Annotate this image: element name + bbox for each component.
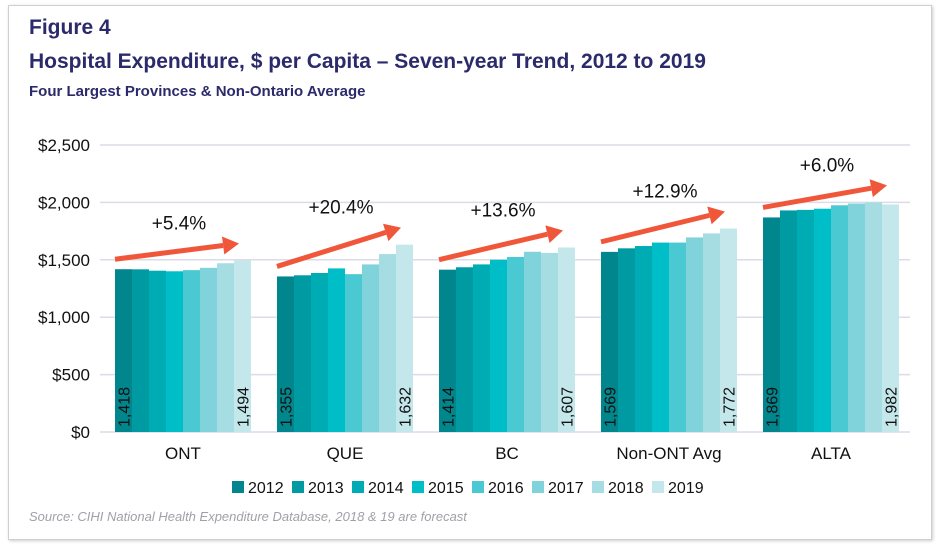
legend-swatch-2013 — [292, 481, 304, 493]
bar-2012-BC — [439, 269, 456, 432]
bar-2017-QUE — [362, 264, 379, 432]
legend-swatch-2017 — [532, 481, 544, 493]
trend-arrow — [114, 243, 224, 262]
bar-2017-BC — [524, 251, 541, 432]
y-tick-label: $2,500 — [38, 136, 90, 155]
arrow-head — [545, 225, 563, 244]
growth-annotation: +20.4% — [309, 198, 374, 219]
growth-annotation: +6.0% — [800, 155, 855, 176]
bar-2017-ONT — [200, 267, 217, 432]
x-tick-label: BC — [495, 444, 519, 463]
legend-label: 2013 — [308, 480, 344, 497]
trend-arrow — [438, 231, 548, 263]
legend-swatch-2019 — [652, 481, 664, 493]
bar-2013-ALTA — [780, 210, 797, 432]
bar-2016-BC — [507, 256, 524, 432]
data-label: 1,772 — [722, 387, 739, 427]
data-label: 1,982 — [884, 387, 901, 427]
growth-annotation: +5.4% — [152, 213, 207, 234]
bar-2016-Non-ONT Avg — [669, 242, 686, 432]
legend-swatch-2014 — [352, 481, 364, 493]
legend-swatch-2016 — [472, 481, 484, 493]
bar-2018-ONT — [217, 263, 234, 432]
x-tick-label: ONT — [165, 444, 201, 463]
legend-label: 2015 — [428, 480, 464, 497]
trend-arrow — [600, 212, 711, 245]
data-label: 1,869 — [765, 387, 782, 427]
y-tick-label: $2,000 — [38, 193, 90, 212]
bar-2019-Non-ONT Avg — [720, 228, 737, 432]
bar-2014-ONT — [149, 270, 166, 432]
bar-2013-Non-ONT Avg — [618, 248, 635, 432]
legend-label: 2016 — [488, 480, 524, 497]
growth-annotation: +13.6% — [471, 201, 536, 222]
bar-2019-ALTA — [882, 204, 899, 432]
trend-arrow — [276, 230, 387, 269]
bar-2012-QUE — [277, 276, 294, 432]
bar-2012-ONT — [115, 269, 132, 432]
arrow-head — [383, 223, 401, 242]
bar-2012-ALTA — [763, 217, 780, 432]
bar-2014-ALTA — [797, 209, 814, 432]
data-label: 1,414 — [441, 387, 458, 427]
legend-label: 2018 — [608, 480, 644, 497]
bar-2013-ONT — [132, 269, 149, 432]
bar-2014-Non-ONT Avg — [635, 246, 652, 432]
y-tick-label: $1,500 — [38, 251, 90, 270]
bar-2018-BC — [541, 252, 558, 432]
bar-2019-ONT — [234, 260, 251, 432]
y-tick-label: $0 — [71, 423, 90, 442]
bar-2019-BC — [558, 247, 575, 432]
arrow-head — [869, 179, 887, 198]
bar-2018-ALTA — [865, 202, 882, 432]
arrow-head — [707, 206, 725, 225]
x-tick-label: Non-ONT Avg — [616, 444, 721, 463]
data-label: 1,607 — [560, 387, 577, 427]
chart-title: Hospital Expenditure, $ per Capita – Sev… — [29, 50, 706, 73]
legend-label: 2014 — [368, 480, 404, 497]
growth-annotation: +12.9% — [633, 182, 698, 203]
data-label: 1,569 — [603, 387, 620, 427]
data-label: 1,355 — [279, 387, 296, 427]
bar-2016-QUE — [345, 274, 362, 432]
legend-swatch-2012 — [232, 481, 244, 493]
legend-swatch-2018 — [592, 481, 604, 493]
legend-swatch-2015 — [412, 481, 424, 493]
bar-2015-ONT — [166, 271, 183, 432]
bar-2014-BC — [473, 264, 490, 432]
bar-2015-Non-ONT Avg — [652, 242, 669, 432]
data-label: 1,494 — [236, 387, 253, 427]
bar-2017-ALTA — [848, 203, 865, 432]
figure-label: Figure 4 — [29, 16, 111, 39]
bar-2013-BC — [456, 267, 473, 432]
bar-2016-ONT — [183, 270, 200, 432]
bar-2019-QUE — [396, 244, 413, 432]
legend-label: 2017 — [548, 480, 584, 497]
data-label: 1,632 — [398, 387, 415, 427]
bar-2017-Non-ONT Avg — [686, 237, 703, 432]
chart-subtitle: Four Largest Provinces & Non-Ontario Ave… — [29, 83, 366, 100]
legend-label: 2019 — [668, 480, 704, 497]
bar-2018-Non-ONT Avg — [703, 233, 720, 432]
bar-2018-QUE — [379, 254, 396, 432]
trend-arrow — [762, 185, 872, 210]
bar-2014-QUE — [311, 273, 328, 432]
x-tick-label: ALTA — [811, 444, 852, 463]
bar-2013-QUE — [294, 275, 311, 432]
bar-2015-ALTA — [814, 208, 831, 432]
bar-2015-BC — [490, 259, 507, 432]
arrow-head — [221, 236, 239, 255]
x-tick-label: QUE — [327, 444, 364, 463]
legend-label: 2012 — [248, 480, 284, 497]
bar-2016-ALTA — [831, 205, 848, 432]
data-label: 1,418 — [117, 387, 134, 427]
y-tick-label: $1,000 — [38, 308, 90, 327]
y-tick-label: $500 — [52, 366, 90, 385]
bar-2012-Non-ONT Avg — [601, 251, 618, 432]
bar-2015-QUE — [328, 268, 345, 432]
source-note: Source: CIHI National Health Expenditure… — [29, 509, 467, 524]
